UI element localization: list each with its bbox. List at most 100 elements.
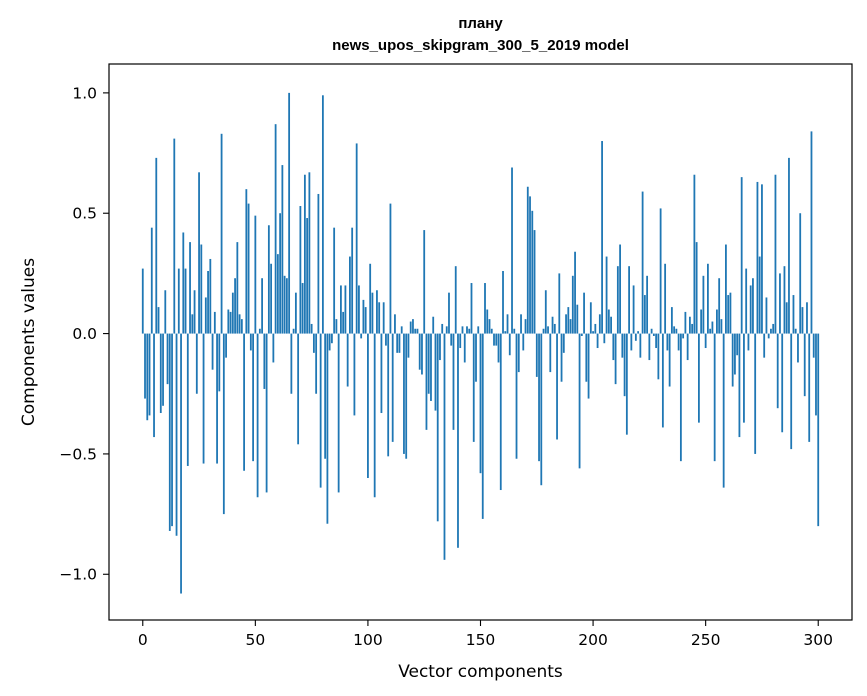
bar [619, 244, 621, 334]
bar [310, 323, 313, 334]
y-tick-label: −0.5 [59, 445, 97, 463]
bar [808, 333, 811, 442]
bar [193, 290, 196, 334]
bar [173, 138, 176, 334]
bar [695, 242, 698, 334]
bar [448, 292, 450, 334]
bar [698, 333, 700, 423]
bar [204, 297, 207, 334]
bar [605, 256, 608, 334]
bar [315, 333, 318, 394]
bar [353, 333, 356, 416]
bar [716, 309, 718, 334]
bar [382, 302, 385, 334]
bar [225, 333, 227, 358]
bar [641, 191, 644, 334]
bar [461, 326, 464, 334]
bar [693, 174, 696, 334]
bar [686, 333, 689, 361]
bar [218, 333, 221, 392]
bar [276, 254, 279, 334]
bar [308, 172, 311, 334]
bar [432, 316, 435, 334]
bar [177, 268, 180, 334]
bar [648, 333, 651, 361]
bar [675, 328, 678, 334]
bar [540, 333, 543, 486]
bar [162, 333, 164, 406]
bar [817, 333, 820, 527]
bar [630, 333, 633, 351]
bar [792, 295, 795, 334]
bar [511, 167, 513, 334]
bar [441, 323, 444, 334]
bar [475, 333, 477, 382]
bar [267, 225, 270, 334]
bar [815, 333, 817, 416]
bar [673, 326, 676, 334]
bar [463, 333, 466, 363]
bar [306, 218, 309, 334]
bar [243, 333, 245, 471]
bar [736, 333, 739, 356]
bar [785, 302, 788, 334]
bar [677, 333, 680, 351]
bar [385, 333, 387, 346]
bar [691, 323, 694, 334]
bar [790, 333, 793, 450]
bar [326, 333, 329, 524]
bar [535, 333, 538, 377]
bar [360, 333, 363, 339]
bar [285, 278, 288, 334]
bar [349, 256, 351, 334]
bar [229, 311, 232, 334]
bar [643, 295, 646, 334]
bar [481, 333, 484, 519]
bar [569, 319, 572, 334]
bar [312, 333, 315, 353]
bar [556, 333, 558, 440]
bar [754, 333, 757, 454]
bar [484, 283, 486, 334]
bar [743, 333, 745, 423]
bar [562, 333, 565, 353]
bar [493, 333, 495, 346]
bar [776, 333, 779, 409]
x-tick-label: 50 [245, 631, 265, 649]
bar [157, 307, 160, 334]
bar [684, 311, 687, 334]
bar [247, 203, 250, 334]
bar [450, 333, 453, 346]
bar [279, 213, 282, 334]
bar [265, 333, 268, 493]
bar [621, 333, 624, 358]
bar [761, 184, 763, 334]
bar [159, 333, 162, 414]
y-axis-label: Components values [19, 258, 39, 426]
bar [623, 333, 626, 397]
bar [466, 326, 468, 334]
bar [274, 124, 277, 334]
bar [335, 319, 338, 334]
bar [740, 177, 743, 334]
bar [725, 244, 727, 334]
bar [430, 333, 432, 401]
bar [407, 333, 410, 358]
bar [576, 304, 579, 334]
bar [153, 333, 155, 438]
x-tick-label: 150 [466, 631, 496, 649]
bar [333, 227, 336, 334]
bar [531, 210, 534, 334]
x-tick-label: 0 [138, 631, 148, 649]
bar [175, 333, 178, 536]
bar [331, 333, 333, 344]
bar [799, 213, 802, 334]
bar [457, 333, 459, 548]
bar [398, 333, 401, 353]
bar [198, 172, 200, 334]
y-tick-label: −1.0 [59, 566, 97, 584]
bar [747, 333, 750, 351]
bar [427, 333, 430, 394]
bar [598, 314, 601, 334]
